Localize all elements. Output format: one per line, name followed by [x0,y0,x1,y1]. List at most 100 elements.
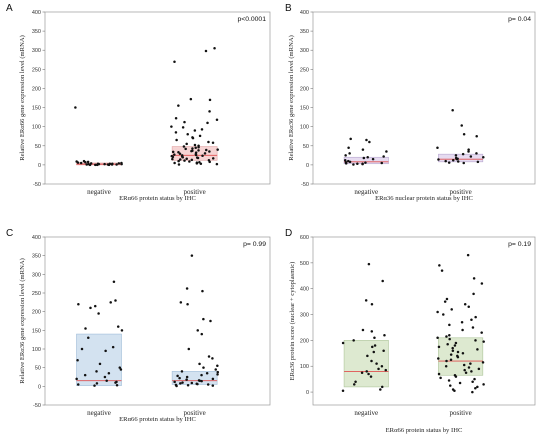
data-point-positive [481,361,485,364]
data-point-positive [477,367,481,371]
data-point-positive [193,143,197,147]
data-point-negative [380,161,384,165]
data-point-negative [115,383,119,387]
data-point-positive [194,153,198,157]
data-point-negative [114,299,117,302]
data-point-negative [379,388,382,391]
data-point-positive [451,108,454,112]
data-point-negative [352,339,355,342]
data-point-positive [444,159,447,163]
data-point-positive [209,319,212,323]
data-point-positive [469,362,472,365]
x-tick-label: positive [184,409,206,417]
data-point-positive [201,154,204,157]
x-tick-label: negative [354,188,378,196]
data-point-positive [201,289,204,293]
data-point-negative [381,279,384,283]
data-point-negative [103,375,107,379]
data-point-positive [470,318,473,321]
data-point-positive [215,118,219,122]
data-point-positive [197,146,200,149]
data-point-negative [370,330,374,333]
data-point-negative [361,148,365,151]
box-negative [343,340,389,388]
data-point-negative [356,162,359,165]
data-point-negative [349,137,352,141]
data-point-positive [480,282,484,285]
data-point-negative [76,383,80,386]
data-point-positive [183,159,186,162]
data-point-positive [458,381,462,385]
data-point-positive [211,141,215,144]
data-point-positive [202,366,205,369]
data-point-positive [191,147,194,150]
data-point-positive [188,160,191,163]
data-point-positive [185,287,189,290]
x-axis-label: ERα66 protein status by IHC [119,416,196,423]
data-point-negative [348,160,352,164]
data-point-positive [447,379,451,382]
data-point-positive [189,97,193,101]
data-point-negative [377,367,380,371]
data-point-positive [445,297,449,301]
data-point-negative [107,372,111,375]
data-point-negative [93,304,97,308]
data-point-positive [194,146,197,149]
data-point-negative [95,382,99,385]
data-point-negative [79,161,83,165]
y-tick-label: 250 [300,67,309,73]
data-point-positive [205,372,209,375]
data-point-positive [445,359,448,363]
data-point-positive [444,364,448,368]
data-point-negative [118,366,122,369]
y-tick-label: 250 [32,291,41,297]
data-point-positive [180,370,184,373]
y-tick-label: 100 [300,125,309,131]
data-point-positive [437,158,440,161]
data-point-positive [467,305,470,309]
y-tick-label: 250 [32,67,41,73]
y-tick-label: 600 [300,235,309,241]
data-point-negative [361,162,364,166]
data-point-positive [173,161,176,165]
data-point-positive [203,152,207,155]
data-point-negative [341,341,345,345]
data-point-positive [193,129,197,132]
data-point-positive [437,345,441,349]
data-point-positive [443,300,447,303]
data-point-positive [463,302,467,306]
p-value-label: p= 0.04 [508,16,531,23]
data-point-positive [448,323,451,327]
data-point-positive [183,120,186,124]
data-point-negative [368,140,371,144]
data-point-negative [360,371,364,374]
y-tick-label: 100 [32,347,41,353]
data-point-positive [439,376,442,380]
data-point-positive [179,301,183,304]
y-tick-label: 400 [32,10,41,16]
data-point-positive [173,380,176,384]
data-point-positive [476,160,480,164]
data-point-positive [462,133,466,136]
x-axis-label: ERα66 protein status by IHC [386,427,463,434]
data-point-positive [186,383,190,387]
data-point-positive [185,378,188,381]
data-point-positive [171,157,174,161]
data-point-positive [449,384,452,387]
data-point-positive [187,347,191,351]
data-point-negative [74,106,77,109]
y-tick-label: 350 [32,29,41,35]
data-point-positive [198,362,201,366]
data-point-positive [447,161,451,164]
data-point-positive [460,321,464,324]
data-point-positive [185,375,189,379]
data-point-positive [196,329,199,332]
data-point-positive [469,155,473,158]
data-point-positive [436,310,439,314]
data-point-positive [471,326,475,329]
data-point-positive [171,150,175,154]
y-tick-label: 0 [38,384,41,390]
data-point-positive [176,374,179,378]
data-point-negative [109,301,112,304]
data-point-positive [446,343,449,346]
